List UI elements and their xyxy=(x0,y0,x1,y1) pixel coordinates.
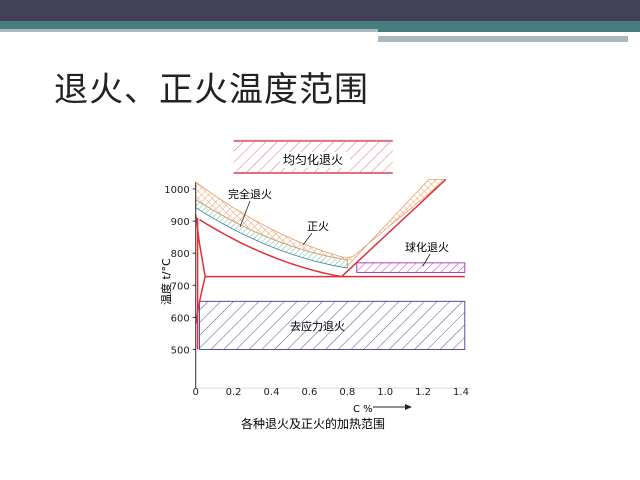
x-tick-label: 1.2 xyxy=(415,387,431,398)
y-tick-label: 600 xyxy=(171,313,190,324)
x-tick-label: 0.4 xyxy=(264,387,280,398)
y-tick-label: 800 xyxy=(171,249,190,260)
y-tick-label: 700 xyxy=(171,281,190,292)
slide-title: 退火、正火温度范围 xyxy=(54,70,369,110)
y-tick-label: 900 xyxy=(171,217,190,228)
x-tick-label: 1.4 xyxy=(453,387,469,398)
stress-relief-region xyxy=(198,300,466,351)
x-tick-label: 0.8 xyxy=(339,387,355,398)
full-anneal-leader xyxy=(239,200,251,228)
label-full-anneal: 完全退火 xyxy=(228,187,272,201)
homogenize-label-bg xyxy=(280,152,350,168)
y-tick-label: 1000 xyxy=(164,185,189,196)
header-divider xyxy=(0,29,378,32)
x-tick-label: 1.0 xyxy=(377,387,393,398)
normalize-leader xyxy=(302,232,313,246)
normalizing-region-hypereutectoid xyxy=(346,178,447,268)
header-divider xyxy=(378,36,628,42)
diagram-caption: 各种退火及正火的加热范围 xyxy=(241,416,385,431)
x-tick-label: 0 xyxy=(193,387,199,398)
spheroidize-region xyxy=(356,262,466,273)
label-stress-relief: 去应力退火 xyxy=(290,319,345,333)
label-normalize: 正火 xyxy=(307,220,329,233)
acm-line xyxy=(341,178,447,278)
a3-line xyxy=(199,218,342,278)
header-accent-bar xyxy=(378,29,640,32)
spheroidize-leader xyxy=(422,253,431,267)
x-tick-label: 0.6 xyxy=(301,387,317,398)
y-axis-label: 温度 t/°C xyxy=(159,258,173,305)
x-axis-label: C % xyxy=(353,404,373,415)
label-homogenize: 均匀化退火 xyxy=(283,153,343,167)
label-spheroidize: 球化退火 xyxy=(405,240,449,254)
x-tick-label: 0.2 xyxy=(226,387,242,398)
header-accent-bar xyxy=(0,21,640,29)
y-tick-label: 500 xyxy=(171,346,190,357)
x-arrow-head xyxy=(405,404,412,410)
header-bar xyxy=(0,0,640,21)
